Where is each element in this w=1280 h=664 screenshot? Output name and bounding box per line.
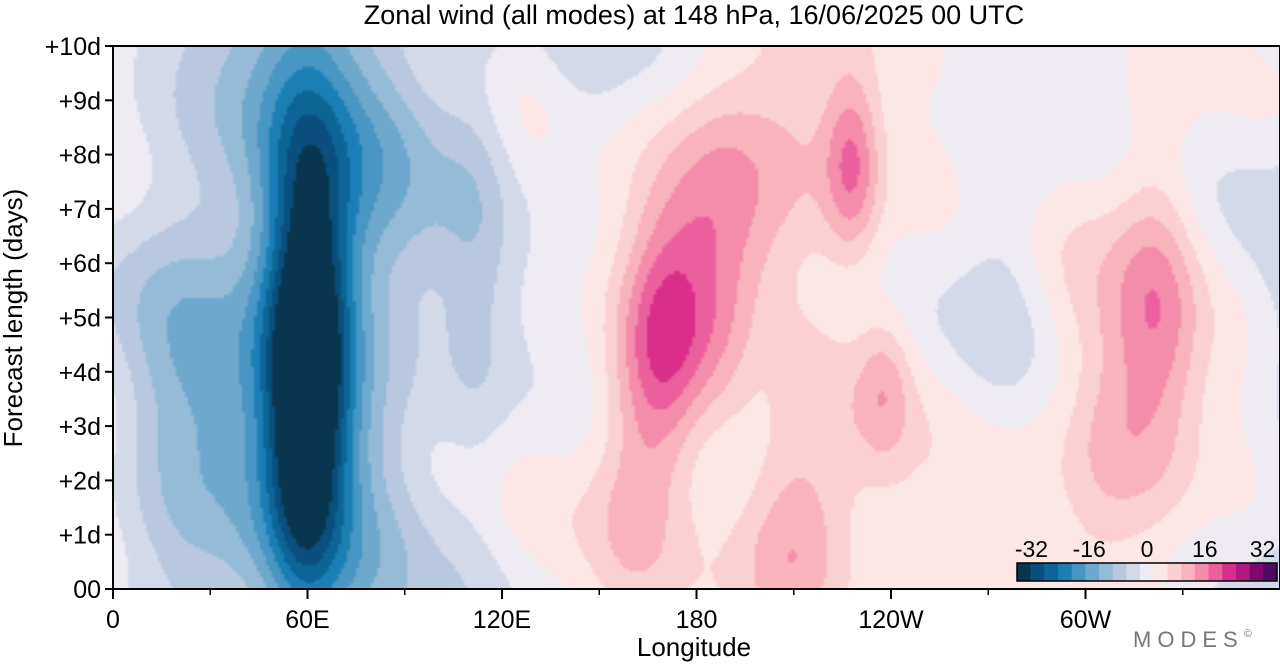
x-axis: 0 60E 120E 180 120W 60W [106,589,1184,634]
colorbar-swatch-6 [1099,563,1114,581]
modes-logo-mark: © [1244,628,1258,640]
colorbar-swatch-11 [1167,563,1182,581]
y-axis-label: Forecast length (days) [0,189,28,448]
y-axis: 00 +1d +2d +3d +4d +5d +6d +7d +8d +9d +10d [45,33,113,604]
colorbar-frame [1016,562,1278,582]
y-tick-label-1: +1d [59,522,101,550]
x-axis-label: Longitude [637,632,751,662]
colorbar-label-1: -16 [1073,536,1106,562]
x-tick-label-1: 60E [285,606,329,634]
y-tick-label-3: +3d [59,413,101,441]
colorbar-swatch-16 [1235,563,1251,581]
x-tick-label-2: 120E [473,606,531,634]
colorbar-swatch-17 [1249,563,1264,581]
colorbar-swatch-12 [1181,563,1196,581]
heatmap-field [113,46,1280,589]
x-tick-label-0: 0 [106,606,120,634]
x-tick-label-3: 180 [676,606,718,634]
colorbar-swatch-2 [1044,563,1059,581]
colorbar-label-4: 32 [1250,536,1276,562]
y-tick-label-6: +6d [59,250,101,278]
colorbar-swatch-4 [1071,563,1086,581]
colorbar-swatch-18 [1263,563,1278,581]
modes-logo-text: MODES [1133,627,1244,652]
colorbar-label-0: -32 [1015,536,1048,562]
colorbar-swatch-3 [1058,563,1073,581]
colorbar-swatch-14 [1208,563,1223,581]
x-tick-label-4: 120W [858,606,924,634]
colorbar-swatch-15 [1222,563,1237,581]
y-tick-label-8: +8d [59,142,101,170]
colorbar-swatch-7 [1112,563,1127,581]
colorbar-swatch-5 [1085,563,1100,581]
y-tick-label-5: +5d [59,305,101,333]
colorbar-swatch-0 [1017,563,1032,581]
y-tick-label-0: 00 [73,576,101,604]
chart-title: Zonal wind (all modes) at 148 hPa, 16/06… [364,0,1024,30]
modes-logo: MODES© [1133,627,1258,652]
colorbar-swatch-9 [1140,563,1155,581]
y-tick-label-4: +4d [59,359,101,387]
colorbar-swatch-8 [1126,563,1141,581]
colorbar: -32 -16 0 16 32 [1015,536,1278,582]
y-tick-label-2: +2d [59,467,101,495]
y-tick-label-7: +7d [59,196,101,224]
colorbar-swatch-10 [1153,563,1169,581]
colorbar-swatch-1 [1030,563,1045,581]
colorbar-label-3: 16 [1192,536,1218,562]
colorbar-swatch-13 [1194,563,1210,581]
y-tick-label-9: +9d [59,87,101,115]
x-tick-label-5: 60W [1060,606,1112,634]
colorbar-label-2: 0 [1141,536,1154,562]
y-tick-label-10: +10d [45,33,101,61]
